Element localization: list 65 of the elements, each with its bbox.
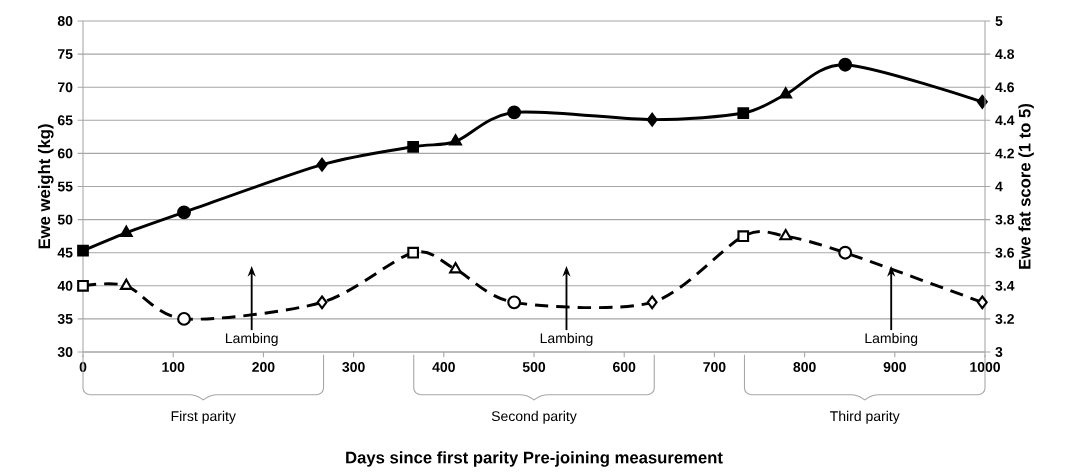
point: [316, 157, 328, 172]
point: [449, 134, 462, 146]
x-tick-label: 600: [613, 362, 636, 372]
y-tick-label: 30: [57, 347, 73, 357]
x-tick-label: 1000: [970, 362, 1000, 372]
y-axis-title: Ewe weight (kg): [37, 124, 54, 249]
x-tick-label: 200: [252, 362, 275, 372]
x-tick-label: 300: [342, 362, 365, 372]
y2-tick-label: 4: [995, 181, 1003, 192]
x-tick-label: 700: [703, 362, 726, 372]
x-axis-title: Days since first parity Pre-joining measurement: [346, 451, 723, 467]
y2-tick-label: 3.8: [995, 214, 1015, 225]
point: [507, 105, 522, 120]
point: [177, 311, 191, 326]
x-tick-label: 900: [883, 362, 906, 372]
ref-line-label: Lambing: [225, 332, 278, 346]
x-tick-label: 400: [432, 362, 455, 372]
y-tick-label: 50: [57, 214, 73, 225]
ref-line-label: Lambing: [865, 332, 918, 346]
point: [779, 87, 793, 99]
y2-tick-label: 4.2: [995, 148, 1014, 159]
x-tick-label: 800: [793, 362, 816, 372]
text: Third parity: [830, 410, 900, 424]
y2-tick-label: 3: [995, 347, 1003, 357]
y2-tick-label: 4.6: [995, 82, 1015, 93]
y-tick-label: 65: [57, 115, 73, 126]
y-tick-label: 75: [57, 49, 73, 59]
point: [737, 230, 750, 243]
point: [737, 107, 750, 119]
y-tick-label: 55: [57, 181, 73, 192]
point: [77, 279, 89, 292]
y2-tick-label: 3.4: [995, 280, 1015, 291]
point: [838, 57, 853, 72]
y2-axis-title: Ewe fat score (1 to 5): [1018, 103, 1034, 269]
x-tick-label: 0: [79, 362, 87, 372]
point: [119, 225, 133, 237]
point: [177, 205, 191, 220]
point: [407, 140, 420, 153]
y-tick-label: 40: [57, 280, 73, 291]
y-tick-label: 80: [57, 16, 73, 26]
y-tick-label: 45: [57, 247, 73, 258]
y-tick-label: 70: [57, 82, 73, 93]
point: [119, 278, 133, 290]
point: [316, 295, 328, 310]
y-tick-label: 60: [57, 148, 73, 159]
y2-tick-label: 5: [995, 16, 1003, 26]
y2-tick-label: 4.8: [995, 49, 1015, 60]
text: First parity: [171, 410, 236, 424]
point: [77, 244, 89, 257]
point: [646, 295, 658, 310]
y-tick-label: 35: [57, 313, 73, 324]
point: [507, 295, 522, 310]
point: [646, 112, 658, 127]
x-tick-label: 100: [162, 362, 185, 372]
point: [976, 295, 988, 310]
point: [838, 245, 853, 260]
y2-tick-label: 4.4: [995, 115, 1015, 126]
point: [779, 228, 793, 241]
y2-tick-label: 3.6: [995, 247, 1015, 258]
point: [407, 246, 420, 259]
y2-tick-label: 3.2: [995, 313, 1014, 324]
ref-line-label: Lambing: [540, 332, 593, 346]
point: [449, 262, 462, 274]
text: Second parity: [491, 410, 577, 424]
x-tick-label: 500: [522, 362, 546, 372]
